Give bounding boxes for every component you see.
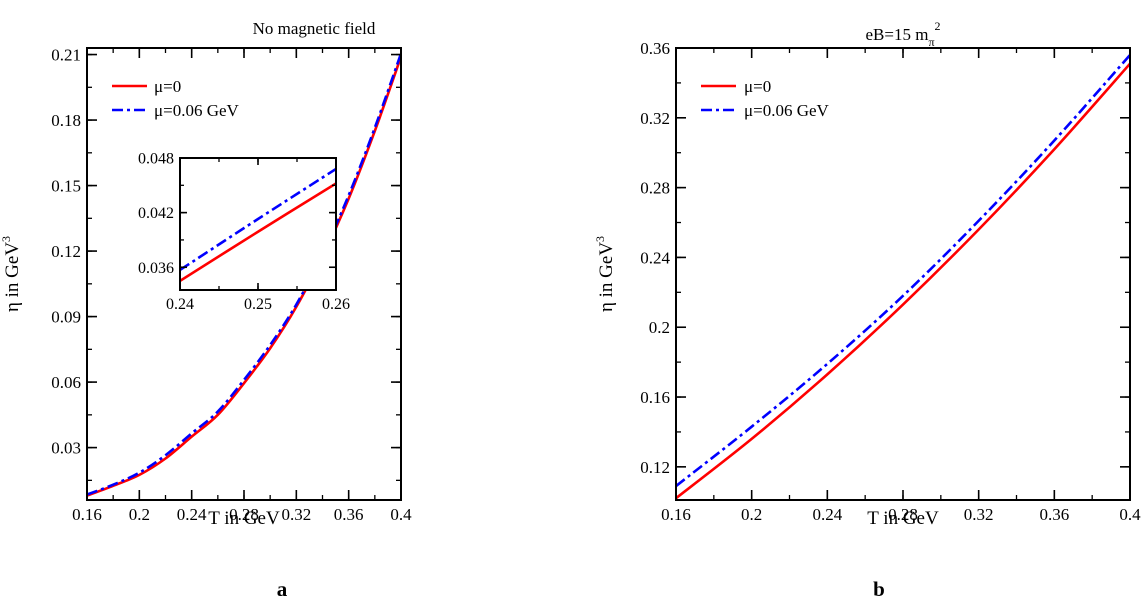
panel-a-ylabel-main: η in GeV — [2, 242, 23, 312]
panel-a-y-tick-label: 0.06 — [51, 373, 81, 392]
panel-a-xlabel: T in GeV — [208, 508, 280, 529]
panel-b-x-tick-label: 0.16 — [661, 505, 691, 524]
inset-x-tick-label: 0.24 — [166, 296, 194, 313]
legend-label-mu0: μ=0 — [154, 77, 181, 96]
inset-axes: 0.24 0.25 0.26 0.036 0.042 0.048 — [138, 151, 350, 313]
panel-b-xlabel: T in GeV — [867, 508, 939, 529]
panel-a-x-tick-label: 0.28 — [229, 505, 259, 524]
inset-background — [180, 158, 336, 290]
inset-y-tick-label: 0.048 — [138, 151, 174, 168]
panel-a-y-tick-label: 0.12 — [51, 242, 81, 261]
panel-b-y-tick-label: 0.28 — [640, 179, 670, 198]
panel-b-title-main: eB=15 m — [865, 25, 928, 44]
panel-a-x-tick-label: 0.32 — [281, 505, 311, 524]
panel-b-x-tick-label: 0.32 — [964, 505, 994, 524]
panel-b-y-tick-label: 0.36 — [640, 39, 670, 58]
panel-a-x-tick-label: 0.16 — [72, 505, 102, 524]
panel-b-series-mu006-line — [676, 54, 1130, 488]
legend-label-mu006: μ=0.06 GeV — [744, 101, 830, 120]
panel-b-y-tick-label: 0.24 — [640, 248, 670, 267]
panel-b-y-tick-label: 0.16 — [640, 388, 670, 407]
panel-b-label: b — [873, 577, 885, 601]
inset-x-tick-label: 0.25 — [244, 296, 272, 313]
panel-a-series-mu006-line — [87, 53, 401, 496]
panel-b-ylabel-sup: 3 — [593, 236, 607, 242]
inset-series — [180, 167, 336, 282]
panel-b-series-mu0-line — [676, 62, 1130, 500]
panel-a-ylabel: η in GeV3 — [0, 236, 23, 312]
panel-b-x-tick-label: 0.24 — [812, 505, 842, 524]
panel-b-y-tick-label: 0.32 — [640, 109, 670, 128]
panel-b-title: eB=15 mπ2 — [865, 19, 940, 49]
inset-series-mu006-line — [180, 167, 336, 272]
panel-b: eB=15 mπ2 0.16 0.2 0.24 0.28 0.32 0.36 0.4 0.12… — [593, 19, 1141, 601]
panel-a-legend: μ=0 μ=0.06 GeV — [112, 77, 240, 120]
panel-b-x-tick-label: 0.2 — [741, 505, 762, 524]
panel-a-title: No magnetic field — [253, 19, 376, 38]
inset-y-tick-label: 0.036 — [138, 260, 174, 277]
legend-label-mu0: μ=0 — [744, 77, 771, 96]
panel-a-y-tick-label: 0.18 — [51, 111, 81, 130]
panel-a-y-tick-label: 0.21 — [51, 46, 81, 65]
panel-a-y-tick-label: 0.09 — [51, 308, 81, 327]
panel-a-x-tick-label: 0.24 — [177, 505, 207, 524]
legend-label-mu006: μ=0.06 GeV — [154, 101, 240, 120]
panel-b-y-tick-label: 0.2 — [649, 318, 670, 337]
panel-a-label: a — [277, 577, 288, 601]
panel-b-ylabel: η in GeV3 — [593, 236, 617, 312]
panel-b-axes: 0.16 0.2 0.24 0.28 0.32 0.36 0.4 0.12 0.16 0.2 0.2… — [640, 39, 1141, 524]
panel-b-x-tick-label: 0.28 — [888, 505, 918, 524]
panel-b-legend: μ=0 μ=0.06 GeV — [701, 77, 830, 120]
panel-b-x-tick-label: 0.36 — [1039, 505, 1069, 524]
panel-a-x-tick-label: 0.36 — [334, 505, 364, 524]
panel-a: No magnetic field 0.16 0.2 0.24 0.28 0.32 0.3… — [0, 19, 412, 601]
panel-a-y-tick-label: 0.15 — [51, 177, 81, 196]
panel-b-series — [676, 54, 1130, 500]
inset-y-tick-label: 0.042 — [138, 205, 174, 222]
panel-a-inset: 0.24 0.25 0.26 0.036 0.042 0.048 — [138, 151, 350, 313]
panel-a-series — [87, 53, 401, 497]
panel-a-x-tick-label: 0.2 — [129, 505, 150, 524]
panel-b-ylabel-main: η in GeV — [596, 242, 617, 312]
panel-a-x-tick-label: 0.4 — [390, 505, 412, 524]
inset-series-mu0-line — [180, 182, 336, 282]
panel-b-x-tick-label: 0.4 — [1119, 505, 1141, 524]
panel-b-title-sub: π — [928, 35, 934, 49]
panel-b-y-tick-label: 0.12 — [640, 458, 670, 477]
panel-b-title-sup: 2 — [935, 19, 941, 33]
panel-a-axes: 0.16 0.2 0.24 0.28 0.32 0.36 0.4 0.03 0.06 0.09 0.… — [51, 46, 412, 524]
inset-x-tick-label: 0.26 — [322, 296, 350, 313]
panel-a-y-tick-label: 0.03 — [51, 439, 81, 458]
panel-a-ylabel-sup: 3 — [0, 236, 13, 242]
